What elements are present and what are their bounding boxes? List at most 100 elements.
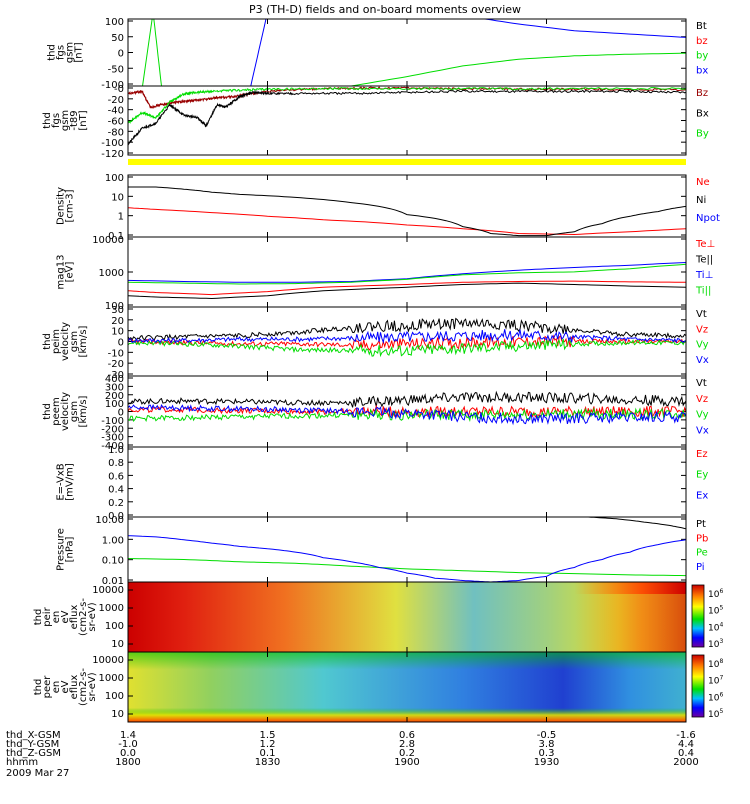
y-axis-label: thdpeimvelocitygsm[km/s] (42, 322, 89, 361)
y-tick-label: 10000 (92, 585, 124, 596)
x-axis-row-label: thd_Y-GSM (6, 739, 59, 750)
date-label: 2009 Mar 27 (6, 768, 69, 779)
y-tick-label: -100 (101, 416, 124, 427)
y-tick-label: -60 (108, 117, 124, 128)
x-axis-value: 0.4 (678, 748, 694, 759)
legend-label: Te|| (695, 255, 713, 266)
legend-label: Pi (696, 562, 705, 573)
series-line-Vt (128, 390, 686, 408)
series-line-Bx (128, 89, 686, 146)
y-tick-label: -120 (101, 149, 124, 160)
y-tick-label: 0.0 (108, 511, 124, 522)
y-axis-label: thdpeireneVeflux(cm2-s-sr-eV) (33, 598, 98, 636)
legend-label: By (696, 129, 709, 140)
series-line-bx (250, 19, 686, 86)
y-tick-label: 200 (105, 391, 124, 402)
x-axis-value: 0.6 (399, 730, 415, 741)
x-axis-labels: thd_X-GSM 1.4 1.5 0.6 -0.5 -1.6 thd_Y-GSM -1.0 1… (6, 730, 699, 768)
y-tick-label: 400 (105, 374, 124, 385)
y-tick-label: 0.1 (108, 231, 124, 242)
y-tick-label: 10000 (92, 235, 124, 246)
x-axis-value: -1.6 (676, 730, 696, 741)
y-tick-label: 100 (105, 621, 124, 632)
panel-10: 108 107 106 105 10000 1000 100 10 thdpeereneVefl… (33, 651, 723, 723)
colorbar-label: 104 (708, 621, 723, 633)
colorbar-scale (691, 584, 705, 648)
y-tick-label: -50 (108, 64, 124, 75)
y-tick-label: 1.0 (108, 445, 124, 456)
y-tick-label: -10 (108, 348, 124, 359)
legend-label: Bz (696, 88, 708, 99)
y-tick-label: -30 (108, 370, 124, 381)
y-tick-label: -200 (101, 424, 124, 435)
colorbar-label: 103 (708, 638, 723, 650)
panel-frame (127, 446, 687, 518)
x-axis-value: 0.1 (260, 748, 276, 759)
x-axis-value: 3.8 (539, 739, 555, 750)
y-tick-label: -20 (108, 359, 124, 370)
colorbar-scale (691, 654, 705, 718)
y-tick-label: 1000 (99, 603, 124, 614)
x-axis-row-label: thd_Z-GSM (6, 748, 61, 759)
series-group (128, 86, 686, 146)
figure-title: P3 (TH-D) fields and on-board moments ov… (249, 3, 521, 16)
legend-label: Pe (696, 548, 708, 559)
y-tick-label: -20 (108, 95, 124, 106)
x-axis-value: 1830 (255, 757, 280, 768)
y-tick-label: 10 (111, 327, 124, 338)
x-axis-value: 2.8 (399, 739, 415, 750)
y-tick-label: 0.10 (102, 556, 124, 567)
legend-label: Pt (696, 519, 706, 530)
series-line-Ne (128, 207, 686, 236)
x-axis-value: 4.4 (678, 739, 694, 750)
series-line-Vy (128, 407, 686, 423)
status-bar (128, 159, 686, 165)
y-tick-label: -100 (101, 138, 124, 149)
x-axis-value: 1900 (394, 757, 419, 768)
y-tick-label: -80 (108, 127, 124, 138)
legend-label: Vz (696, 324, 708, 335)
series-line-Pi (128, 535, 686, 582)
legend-label: Npot (696, 213, 720, 224)
series-line-Vx (128, 403, 686, 426)
y-tick-label: -400 (101, 441, 124, 452)
y-axis-label: mag13[eV] (56, 255, 76, 290)
legend-label: Vx (696, 355, 709, 366)
legend-label: bz (696, 36, 708, 47)
x-axis-row-label: thd_X-GSM (6, 730, 61, 741)
y-tick-label: 10.00 (95, 515, 124, 526)
series-line-by (142, 19, 686, 86)
y-tick-label: 100 (105, 691, 124, 702)
y-tick-label: 100 (105, 301, 124, 312)
colorbar: 106 105 104 103 (691, 584, 723, 650)
panel-frame (127, 18, 687, 87)
y-axis-label: Density[cm-3] (56, 187, 76, 225)
x-axis-value: 1.4 (120, 730, 136, 741)
series-line-Vy (128, 337, 686, 358)
panel-frame (127, 174, 687, 238)
series-line-Vt (128, 317, 686, 342)
colorbar: 108 107 106 105 (691, 654, 723, 720)
panel-7: 1.0 0.8 0.6 0.4 0.2 0.0 Ez Ey Ex E=-VxB[mV/m] (56, 445, 709, 522)
series-group (128, 317, 686, 358)
colorbar-label: 106 (708, 691, 723, 703)
y-tick-label: -40 (108, 106, 124, 117)
legend-label: Bx (696, 108, 709, 119)
y-axis-label: thdpeereneVeflux(cm2-s-sr-eV) (33, 668, 98, 706)
series-group (128, 517, 686, 582)
x-axis-value: 0.3 (539, 748, 555, 759)
series-group (128, 390, 686, 426)
y-tick-label: 100 (105, 17, 124, 28)
x-axis-value: -0.5 (537, 730, 557, 741)
y-tick-label: -300 (101, 433, 124, 444)
colorbar-label: 106 (708, 588, 723, 600)
series-line-By (128, 87, 686, 124)
legend-label: Vz (696, 394, 708, 405)
y-tick-label: 0.4 (108, 485, 124, 496)
y-tick-label: 0.8 (108, 458, 124, 469)
series-line-Vz (128, 334, 686, 351)
x-axis-value: -1.0 (118, 739, 138, 750)
colorbar-label: 107 (708, 675, 723, 687)
y-tick-label: 10 (111, 639, 124, 650)
